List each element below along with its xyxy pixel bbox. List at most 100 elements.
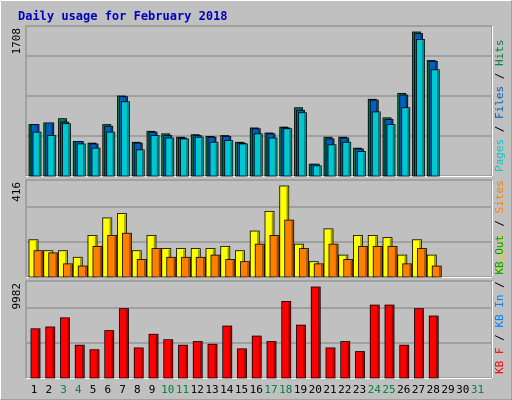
legend-entry: Pages: [493, 139, 506, 172]
bar-pages-day-2: [47, 135, 57, 177]
bar-kb-f-day-23: [355, 351, 365, 379]
bar-pages: [209, 141, 219, 177]
bar-sites-day-17: [269, 235, 280, 278]
bar-sites: [48, 252, 59, 278]
bar-kb-f: [384, 304, 395, 379]
bar-pages-day-25: [386, 124, 396, 177]
bar-sites-day-6: [107, 235, 118, 278]
bar-pages: [312, 165, 322, 177]
bar-pages: [224, 140, 234, 177]
bar-sites-day-10: [166, 256, 177, 278]
bar-sites-day-16: [254, 243, 265, 278]
bar-sites-day-9: [151, 248, 162, 278]
bar-sites-day-15: [240, 261, 250, 278]
bar-sites-day-8: [136, 259, 147, 278]
bar-kb-f-day-21: [325, 347, 336, 379]
hits-panel: 1708 Pages / Files / Hits: [10, 25, 506, 177]
bar-kb-f-day-17: [266, 341, 277, 379]
bar-kb-f: [414, 308, 424, 379]
bar-kb-f-day-6: [104, 330, 115, 379]
y-max-label: 1708: [10, 28, 23, 55]
bar-kb-f: [237, 348, 247, 379]
bar-kb-f: [45, 326, 56, 379]
bar-kb-f: [222, 325, 233, 379]
bar-pages-day-24: [371, 111, 381, 177]
x-tick-label-8: 8: [134, 383, 141, 396]
bar-pages: [91, 147, 101, 177]
bar-pages: [416, 39, 425, 177]
bar-pages: [386, 124, 396, 177]
bar-kb-f: [104, 330, 115, 379]
chart-panels: 1708 Pages / Files / Hits 416 Visits / Site…: [10, 25, 506, 379]
bar-pages-day-12: [194, 136, 204, 177]
x-tick-label-29: 29: [441, 383, 454, 396]
bar-sites: [372, 245, 383, 278]
bar-pages: [47, 135, 57, 177]
bar-sites-day-19: [299, 248, 309, 278]
bar-pages: [253, 133, 263, 177]
bar-sites-day-20: [313, 263, 324, 278]
bar-kb-f-day-1: [30, 328, 41, 379]
bar-sites-day-1: [33, 250, 44, 278]
panel-legend: Pages / Files / Hits: [493, 40, 506, 173]
legend-entry: /: [493, 328, 506, 348]
bar-sites-day-14: [225, 259, 236, 278]
x-tick-label-2: 2: [45, 383, 52, 396]
bar-sites: [387, 245, 398, 278]
bar-sites: [313, 263, 324, 278]
legend-entry: KB Out: [493, 235, 506, 275]
x-tick-label-9: 9: [149, 383, 156, 396]
bar-pages-day-14: [224, 140, 234, 177]
x-tick-label-30: 30: [456, 383, 469, 396]
bar-kb-f-day-4: [74, 344, 85, 379]
bar-kb-f: [428, 315, 439, 379]
bar-sites: [107, 235, 118, 278]
panel-legend: Visits / Sites: [493, 180, 506, 273]
bar-kb-f-day-3: [60, 317, 70, 379]
bar-sites-day-22: [343, 259, 354, 278]
bar-kb-f: [133, 347, 144, 379]
bar-sites-day-7: [122, 232, 132, 278]
bar-sites-day-11: [181, 256, 191, 278]
bar-pages-day-23: [357, 151, 366, 177]
bar-kb-f-day-12: [192, 341, 203, 379]
bar-sites: [254, 243, 265, 278]
bar-sites: [417, 248, 427, 278]
bar-kb-f: [251, 335, 262, 379]
bar-sites-day-23: [358, 245, 368, 278]
x-axis-labels: 1 2 3 4 5 6 7 8 9 10 11 12 13 14 15 16 17 18 19 20 21 22 23 24 2…: [31, 383, 484, 396]
x-tick-label-16: 16: [250, 383, 263, 396]
x-tick-label-7: 7: [119, 383, 126, 396]
bar-sites: [240, 261, 250, 278]
bar-kb-f: [266, 341, 277, 379]
bar-pages: [283, 128, 293, 177]
legend-entry: /: [493, 275, 506, 295]
bar-kb-f: [148, 333, 159, 379]
bar-pages-day-15: [239, 143, 248, 177]
bar-pages: [32, 131, 42, 177]
bar-pages-day-7: [121, 101, 130, 177]
bar-sites: [151, 248, 162, 278]
x-tick-label-26: 26: [397, 383, 410, 396]
legend-entry: Hits: [493, 40, 506, 67]
bar-pages: [298, 112, 307, 177]
bar-pages-day-17: [268, 137, 278, 177]
x-tick-label-14: 14: [220, 383, 234, 396]
bar-pages-day-8: [135, 149, 145, 177]
bar-kb-f: [340, 341, 351, 379]
bar-pages-day-10: [165, 137, 175, 177]
bar-sites: [299, 248, 309, 278]
bar-pages-day-28: [430, 69, 440, 177]
bar-kb-f: [192, 341, 203, 379]
bar-pages-day-19: [298, 112, 307, 177]
chart-title: Daily usage for February 2018: [18, 9, 228, 23]
legend-entry: KB F: [493, 348, 506, 375]
x-tick-label-13: 13: [205, 383, 218, 396]
bar-pages: [268, 137, 278, 177]
bar-sites-day-26: [402, 263, 413, 278]
bar-pages: [121, 101, 130, 177]
bar-pages-day-21: [327, 144, 337, 177]
x-tick-label-27: 27: [412, 383, 425, 396]
legend-entry: Sites: [493, 180, 506, 213]
